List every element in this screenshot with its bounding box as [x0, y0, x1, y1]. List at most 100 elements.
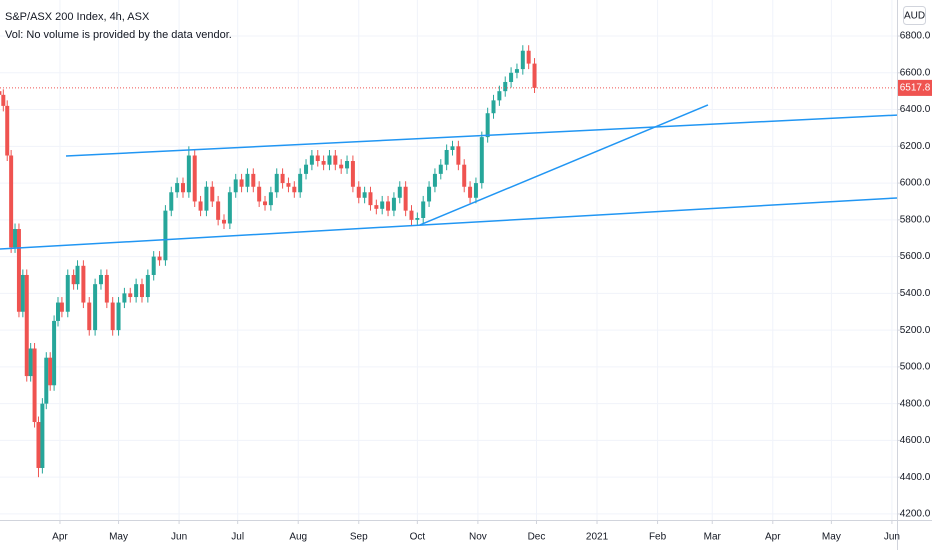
x-tick-label: Jul — [231, 532, 244, 543]
candle-body — [216, 201, 221, 220]
candle-body — [514, 69, 519, 73]
candle-body — [368, 192, 373, 206]
candle-body — [13, 229, 18, 248]
candle-body — [532, 63, 537, 88]
candle-body — [16, 229, 21, 312]
candle-body — [362, 192, 367, 198]
candle-body — [438, 164, 443, 174]
candle-body — [40, 403, 45, 468]
candle-body — [309, 155, 314, 165]
candle-body — [175, 183, 180, 193]
x-tick-label: Nov — [469, 532, 487, 543]
x-tick-label: Sep — [350, 532, 368, 543]
x-tick-label: Mar — [704, 532, 722, 543]
y-tick-label: 5000.0 — [900, 362, 931, 373]
x-tick-label: Jun — [171, 532, 187, 543]
last-price-badge — [898, 79, 932, 96]
candle-body — [491, 100, 496, 114]
y-tick-label: 5600.0 — [900, 251, 931, 262]
x-tick-label: Oct — [410, 532, 426, 543]
y-tick-label: 4800.0 — [900, 398, 931, 409]
y-tick-label: 6000.0 — [900, 178, 931, 189]
candle-body — [0, 91, 2, 95]
candle-body — [333, 155, 338, 165]
currency-label[interactable]: AUD — [904, 11, 925, 22]
candle-body — [222, 219, 227, 224]
candle-body — [444, 149, 449, 165]
candle-body — [432, 173, 437, 187]
y-tick-label: 6600.0 — [900, 67, 931, 78]
y-tick-label: 4200.0 — [900, 509, 931, 520]
y-tick-label: 5200.0 — [900, 325, 931, 336]
candle-body — [386, 201, 391, 211]
candle-body — [450, 146, 455, 150]
x-tick-label: May — [109, 532, 128, 543]
candle-body — [210, 186, 215, 202]
candle-body — [497, 91, 502, 101]
candle-body — [59, 302, 64, 312]
candle-body — [116, 302, 121, 331]
candle-body — [479, 137, 484, 184]
candle-body — [28, 348, 33, 377]
plot-area — [0, 45, 898, 478]
candle-body — [245, 173, 250, 187]
y-tick-label: 4400.0 — [900, 472, 931, 483]
candle-body — [350, 161, 355, 187]
candle-body — [257, 186, 262, 202]
grid — [0, 0, 897, 520]
candle-body — [263, 201, 268, 206]
x-tick-label: Apr — [765, 532, 781, 543]
candle-body — [274, 173, 279, 193]
candle-body — [409, 210, 414, 220]
volume-note: Vol: No volume is provided by the data v… — [5, 29, 232, 41]
candle-body — [456, 146, 461, 165]
candle-body — [169, 192, 174, 211]
candle-body — [65, 274, 70, 312]
candle-body — [71, 274, 76, 285]
candle-body — [286, 183, 291, 187]
candle-body — [292, 186, 297, 193]
y-tick-label: 6800.0 — [900, 31, 931, 42]
candle-body — [20, 274, 25, 312]
candle-body — [204, 186, 209, 211]
candle-body — [44, 357, 49, 404]
candle-body — [327, 155, 332, 165]
candle-body — [339, 164, 344, 169]
candle-body — [163, 210, 168, 261]
candle-body — [139, 284, 144, 298]
y-tick-label: 6200.0 — [900, 141, 931, 152]
candle-body — [421, 201, 426, 218]
candle-body — [227, 192, 232, 224]
candle-body — [345, 161, 350, 169]
candle-body — [509, 72, 514, 82]
trend-line — [65, 114, 898, 157]
candle-body — [192, 155, 197, 202]
candle-body — [128, 293, 133, 298]
candle-body — [503, 81, 508, 92]
axes: 4200.0 4400.0 4600.0 4800.0 5000.0 5200.0 5400… — [52, 31, 932, 543]
y-tick-label: 4600.0 — [900, 435, 931, 446]
candle-body — [280, 173, 285, 184]
candle-body — [251, 173, 256, 187]
candle-body — [427, 186, 432, 202]
candle-body — [315, 155, 320, 162]
candle-body — [233, 179, 238, 193]
chart-title: S&P/ASX 200 Index, 4h, ASX — [5, 11, 150, 23]
candle-body — [520, 50, 525, 70]
candle-body — [122, 293, 127, 303]
candle-body — [186, 155, 191, 193]
y-tick-label: 5400.0 — [900, 288, 931, 299]
candle-body — [87, 302, 92, 331]
candle-body — [473, 183, 478, 198]
candle-body — [403, 186, 408, 211]
trend-line — [0, 197, 898, 250]
candle-body — [9, 155, 14, 248]
candle-body — [415, 217, 420, 220]
candle-body — [180, 183, 185, 193]
currency-button[interactable] — [903, 6, 926, 25]
x-tick-label: Jun — [884, 532, 900, 543]
candle-body — [32, 348, 37, 423]
trend-line — [419, 104, 709, 226]
candle-body — [75, 265, 80, 285]
